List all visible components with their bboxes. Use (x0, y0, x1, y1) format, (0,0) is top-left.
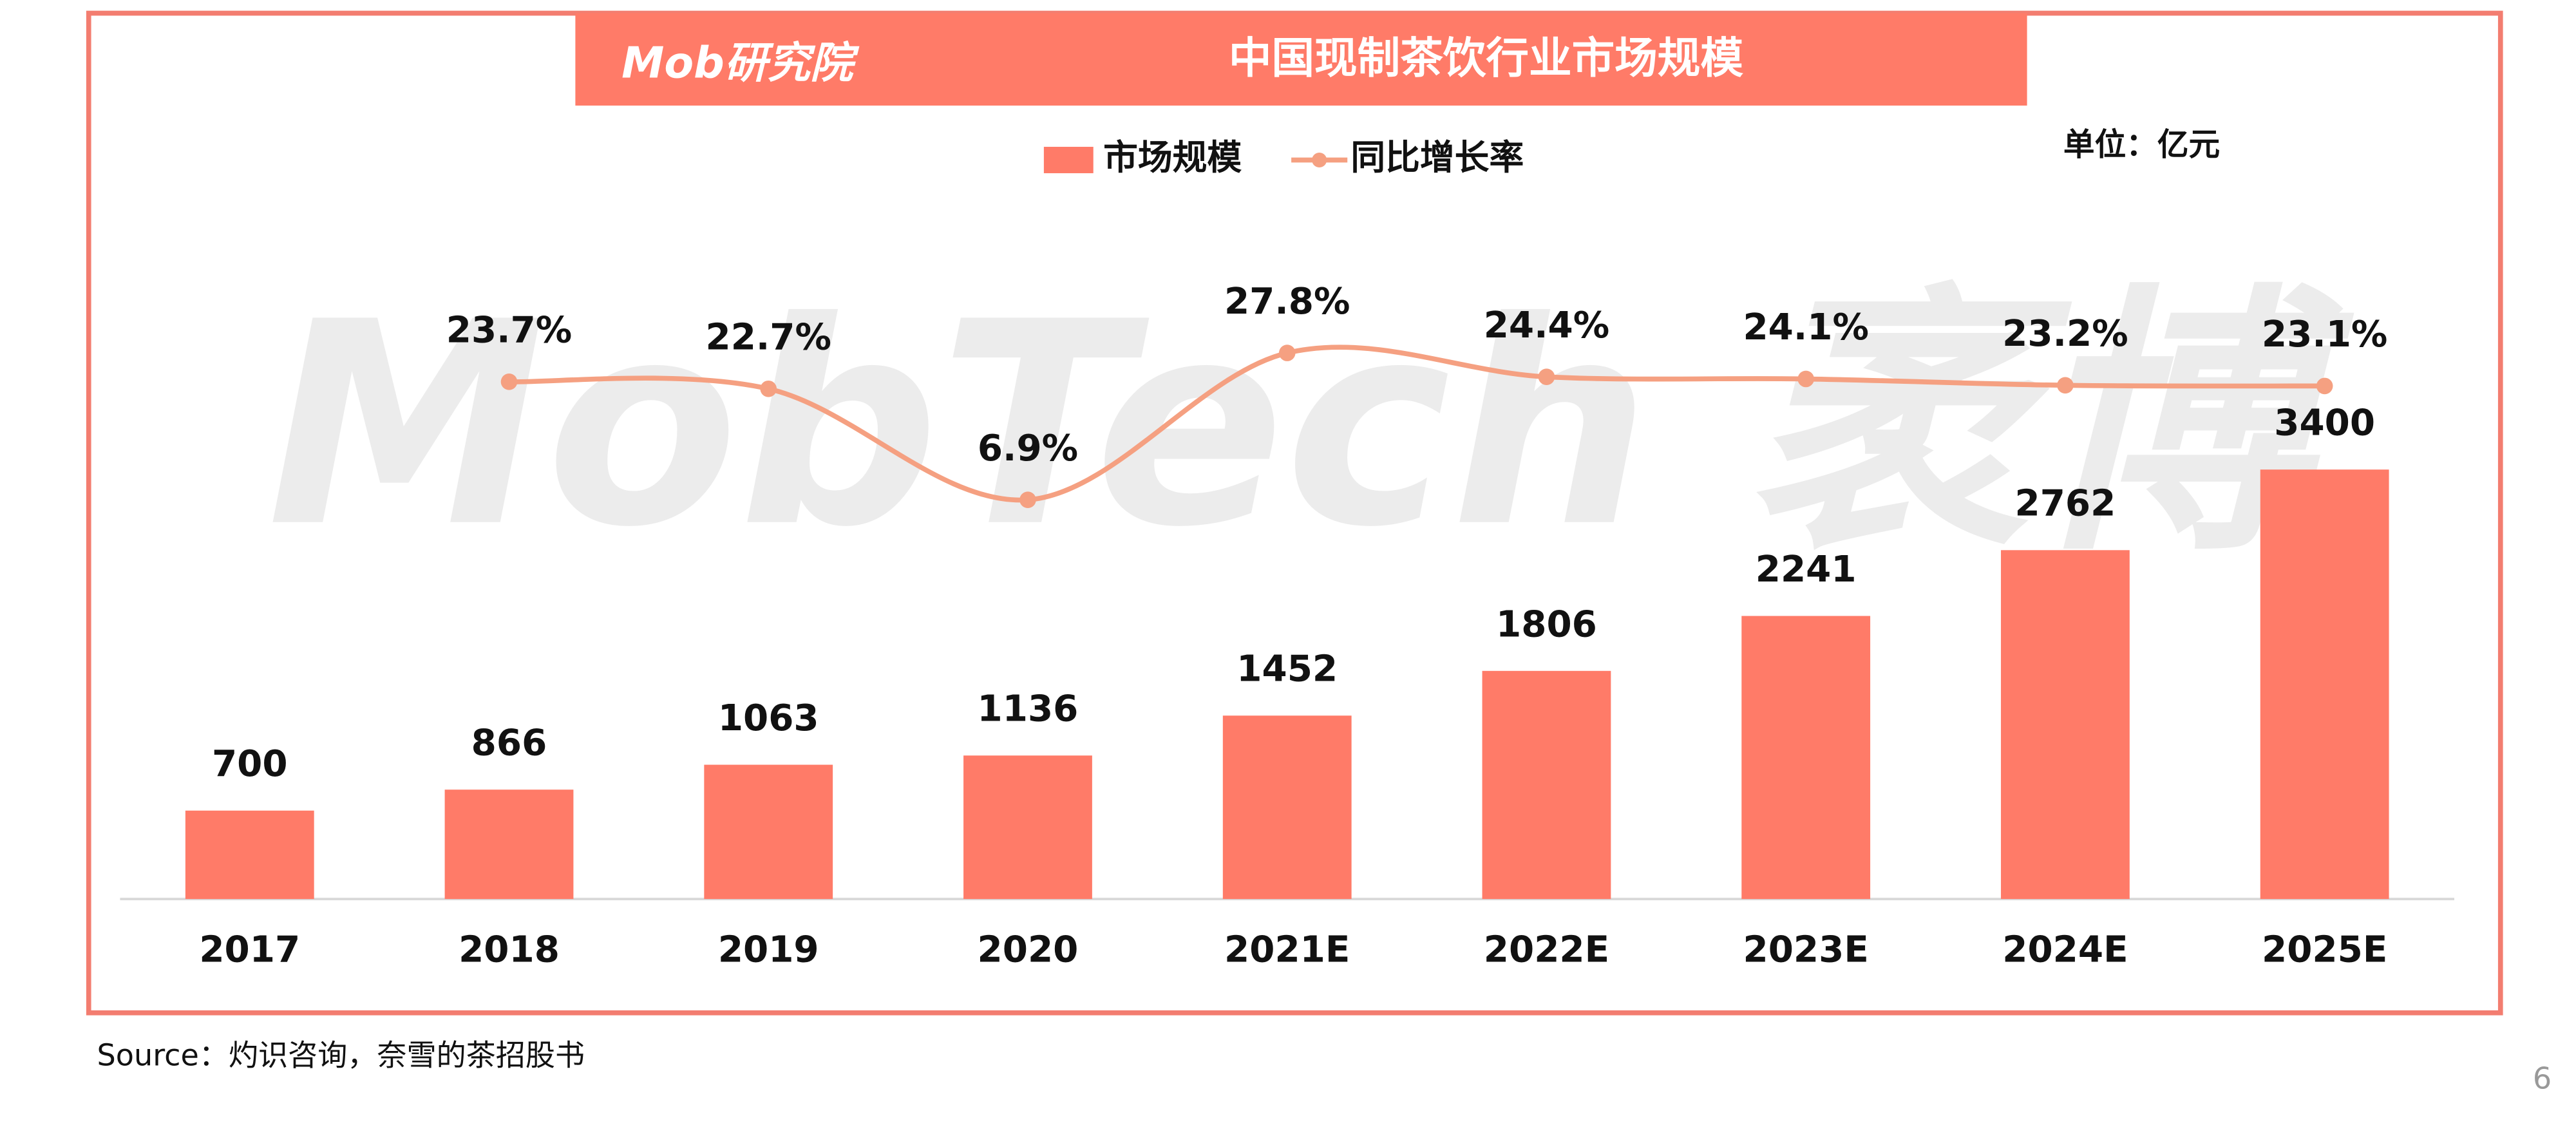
bar-value-label: 700 (212, 743, 288, 785)
line (509, 345, 2325, 503)
x-tick-label: 2024E (2002, 929, 2128, 971)
line-value-label: 27.8% (1224, 281, 1350, 323)
line-value-label: 23.1% (2262, 314, 2387, 355)
line-point (1797, 370, 1815, 388)
bar-value-label: 2241 (1756, 549, 1857, 591)
bar (444, 789, 574, 900)
legend-label: 市场规模 (1103, 137, 1242, 178)
line-value-label: 23.2% (2002, 313, 2128, 355)
line-point (2057, 377, 2074, 394)
watermark: MobTech 袤博 (267, 262, 2357, 589)
x-tick-label: 2023E (1743, 929, 1869, 971)
bar-value-label: 1452 (1236, 648, 1338, 690)
x-tick-label: 2021E (1224, 929, 1350, 971)
x-tick-label: 2020 (978, 929, 1079, 971)
legend-swatch (1312, 152, 1327, 168)
bar (1741, 616, 1871, 900)
line-value-label: 24.1% (1743, 307, 1868, 348)
bar-value-label: 1136 (978, 688, 1079, 730)
source-note: Source：灼识咨询，奈雪的茶招股书 (97, 1037, 585, 1072)
x-tick-label: 2017 (199, 929, 300, 971)
line-point (500, 373, 518, 390)
line-value-label: 24.4% (1484, 305, 1609, 346)
bar-value-label: 1063 (718, 697, 819, 739)
line-point (760, 380, 777, 397)
bar (185, 810, 314, 900)
logo: Mob研究院 (621, 38, 860, 88)
legend-label: 同比增长率 (1350, 137, 1524, 178)
bar (2260, 469, 2389, 900)
bar-value-label: 866 (471, 723, 547, 764)
x-tick-label: 2019 (718, 929, 819, 971)
bar (1222, 715, 1352, 900)
bar (1482, 670, 1611, 900)
line-value-label: 22.7% (706, 317, 831, 359)
x-tick-label: 2018 (459, 929, 560, 971)
unit-label: 单位：亿元 (2063, 127, 2220, 163)
line-value-label: 23.7% (446, 310, 572, 352)
chart-title: 中国现制茶饮行业市场规模 (1229, 33, 1744, 83)
bar-value-label: 2762 (2015, 483, 2116, 525)
bar (2001, 550, 2130, 900)
x-tick-label: 2025E (2262, 929, 2387, 971)
bar-value-label: 1806 (1496, 603, 1597, 645)
title-banner (575, 13, 2027, 106)
line-point (2316, 377, 2333, 395)
line-point (1538, 368, 1555, 386)
bar (704, 764, 833, 900)
page-number: 6 (2533, 1061, 2552, 1095)
bar (963, 755, 1092, 900)
legend-swatch (1043, 146, 1094, 173)
line-point (1019, 491, 1036, 508)
x-tick-label: 2022E (1484, 929, 1609, 971)
line-point (1278, 345, 1296, 361)
bar-value-label: 3400 (2274, 402, 2375, 444)
line-value-label: 6.9% (978, 428, 1078, 469)
